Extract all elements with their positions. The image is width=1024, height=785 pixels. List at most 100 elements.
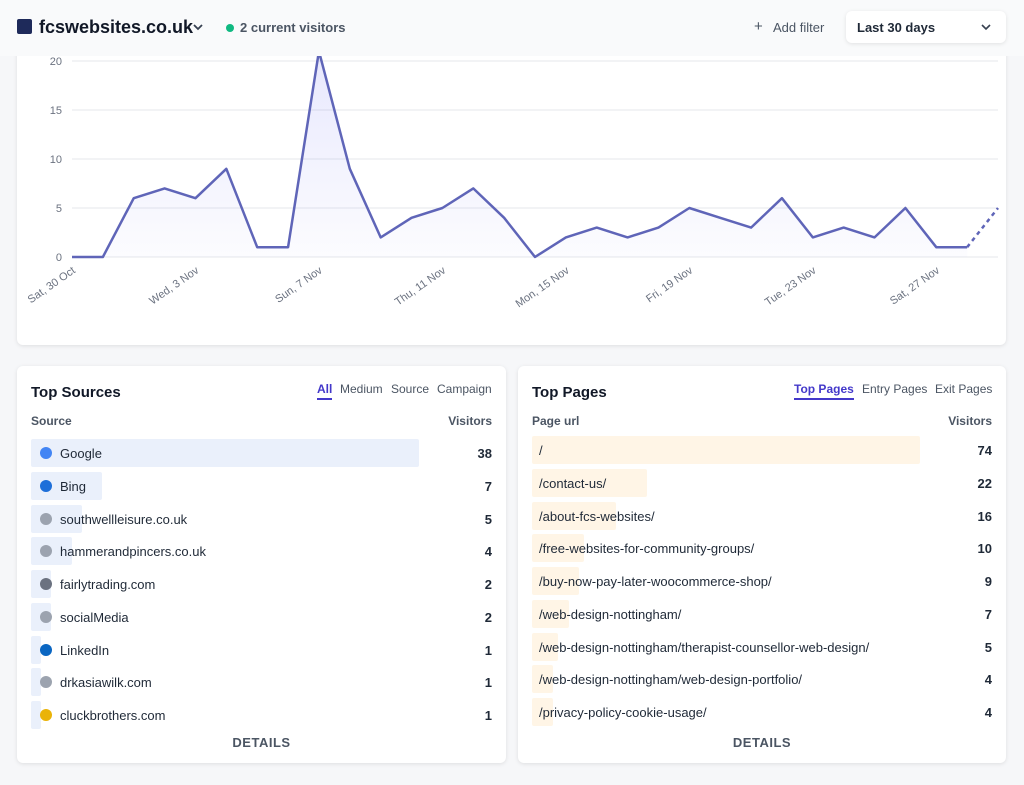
bar (532, 534, 585, 563)
row-value: 7 (484, 478, 492, 494)
panel-title: Top Pages (532, 384, 607, 401)
bar (532, 468, 648, 497)
tab[interactable]: Entry Pages (862, 382, 928, 396)
y-tick-label: 15 (50, 105, 62, 117)
row-value: 1 (484, 675, 492, 691)
row-label[interactable]: /web-design-nottingham/ (539, 606, 682, 622)
row-label[interactable]: fairlytrading.com (60, 577, 156, 592)
row-value: 38 (477, 446, 492, 461)
row-value: 4 (984, 705, 992, 720)
row-label[interactable]: Google (60, 446, 102, 461)
period-select[interactable]: Last 30 days (846, 11, 1006, 43)
row-label[interactable]: / (539, 443, 543, 458)
row-label[interactable]: /web-design-nottingham/therapist-counsel… (539, 639, 870, 655)
live-dot (226, 24, 234, 32)
details-button[interactable]: DETAILS (232, 735, 291, 750)
bar (532, 567, 580, 595)
tab[interactable]: Top Pages (794, 382, 854, 400)
bar (532, 501, 616, 530)
row-value: 74 (977, 443, 992, 458)
bar (532, 599, 569, 628)
row-value: 5 (984, 639, 992, 655)
source-icon (40, 512, 52, 525)
source-icon (40, 676, 52, 689)
x-tick-label: Tue, 23 Nov (763, 264, 819, 308)
row-value: 2 (484, 609, 492, 625)
x-tick-label: Sat, 27 Nov (888, 264, 942, 307)
source-icon (40, 709, 52, 721)
x-tick-label: Fri, 19 Nov (644, 264, 695, 305)
dropdown-arrow[interactable] (192, 21, 204, 33)
row-value: 5 (484, 511, 492, 527)
row-value: 22 (977, 475, 992, 491)
tab[interactable]: Exit Pages (935, 382, 993, 396)
row-value: 16 (977, 508, 992, 524)
y-tick-label: 5 (56, 203, 62, 215)
row-label[interactable]: /contact-us/ (539, 475, 607, 491)
source-icon (40, 643, 52, 656)
row-label[interactable]: /privacy-policy-cookie-usage/ (539, 705, 707, 720)
row-label[interactable]: /about-fcs-websites/ (539, 508, 655, 524)
y-tick-label: 10 (50, 154, 62, 166)
x-tick-label: Wed, 3 Nov (147, 264, 201, 307)
top-sources-panel: Top Sources Campaign Source Medium All Source… (17, 366, 506, 763)
site-name[interactable]: fcswebsites.co.uk (39, 17, 194, 37)
line-incomplete (966, 207, 999, 248)
row-label[interactable]: cluckbrothers.com (60, 708, 166, 723)
tab[interactable]: Campaign (437, 382, 492, 396)
header: fcswebsites.co.uk 2 current visitors + A… (0, 0, 1024, 56)
source-icon (40, 479, 52, 492)
bar (532, 698, 553, 726)
row-label[interactable]: Bing (60, 478, 87, 494)
site-logo (17, 19, 32, 34)
y-tick-label: 20 (50, 56, 62, 68)
column-header: Visitors (448, 414, 492, 428)
row-label[interactable]: drkasiawilk.com (60, 675, 152, 691)
row-value: 4 (984, 672, 992, 688)
current-visitors[interactable]: 2 current visitors (240, 20, 346, 35)
row-value: 1 (484, 708, 492, 723)
source-icon (40, 610, 52, 623)
details-button[interactable]: DETAILS (732, 735, 792, 750)
panel-title: Top Sources (31, 384, 121, 401)
top-pages-panel: Top Pages Exit Pages Entry Pages Top Pages P… (518, 366, 1006, 763)
tab[interactable]: Source (391, 382, 430, 396)
source-icon (40, 447, 52, 459)
x-tick-label: Thu, 11 Nov (393, 264, 449, 308)
row-label[interactable]: /web-design-nottingham/web-design-portfo… (539, 672, 803, 688)
row-label[interactable]: socialMedia (60, 609, 129, 625)
area (72, 51, 968, 258)
bar (532, 665, 553, 694)
y-tick-label: 0 (56, 252, 62, 264)
row-value: 9 (984, 574, 992, 589)
plus-icon[interactable]: + (754, 18, 763, 35)
source-icon (40, 578, 52, 590)
column-header: Page url (532, 414, 580, 428)
row-label[interactable]: LinkedIn (60, 642, 110, 658)
row-label[interactable]: hammerandpincers.co.uk (60, 544, 206, 560)
tab[interactable]: Medium (340, 382, 383, 396)
column-header: Visitors (948, 414, 992, 428)
line (72, 49, 968, 259)
chart: 0 5 10 15 20 Sat, 30 Oct Wed, 3 Nov Sun, 7 Nov T… (26, 49, 999, 310)
row-label[interactable]: southwellleisure.co.uk (60, 511, 188, 527)
row-value: 7 (984, 606, 992, 622)
x-tick-label: Sat, 30 Oct (26, 265, 78, 306)
bar (532, 436, 920, 464)
row-label[interactable]: /buy-now-pay-later-woocommerce-shop/ (539, 574, 772, 589)
row-value: 10 (977, 541, 992, 557)
row-value: 4 (484, 544, 492, 560)
bar (31, 701, 42, 729)
row-label[interactable]: /free-websites-for-community-groups/ (539, 541, 755, 557)
source-icon (40, 545, 52, 558)
chart-panel (17, 30, 1006, 345)
bar (31, 635, 42, 664)
bar (31, 439, 419, 467)
period-label: Last 30 days (857, 20, 936, 35)
column-header: Source (31, 414, 72, 428)
row-value: 2 (484, 577, 492, 592)
x-tick-label: Mon, 15 Nov (514, 264, 572, 310)
row-value: 1 (484, 642, 492, 658)
add-filter[interactable]: Add filter (773, 20, 825, 35)
tab[interactable]: All (317, 382, 333, 400)
